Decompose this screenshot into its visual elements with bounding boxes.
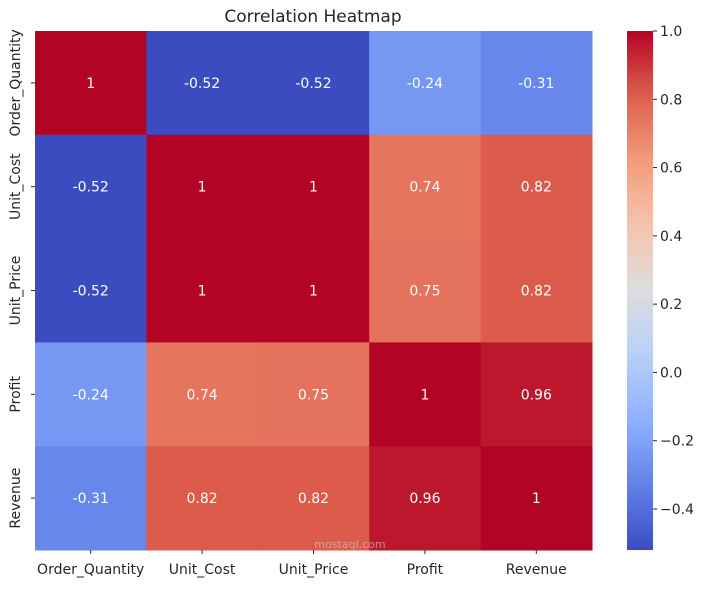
heatmap-cell xyxy=(480,134,593,240)
cell-annotation: -0.31 xyxy=(518,76,554,92)
heatmap-cell xyxy=(257,31,370,136)
colorbar-tick-label: 0.6 xyxy=(660,161,682,177)
heatmap-cell xyxy=(369,31,482,136)
colorbar-tick-label: 0.2 xyxy=(660,297,682,313)
cell-annotation: 0.96 xyxy=(521,387,552,403)
cell-annotation: 1 xyxy=(309,284,318,300)
heatmap-cell xyxy=(35,238,147,343)
cell-annotation: 0.82 xyxy=(187,491,218,507)
x-axis-ticks: Order_Quantity Unit_Cost Unit_Price Profit R… xyxy=(37,550,567,578)
heatmap-cell xyxy=(146,134,259,240)
watermark: mostaql.com xyxy=(314,538,385,551)
cell-annotation: 0.82 xyxy=(521,284,552,300)
cell-annotation: 0.75 xyxy=(409,284,440,300)
colorbar-tick-label: −0.2 xyxy=(660,434,694,450)
y-tick-label: Profit xyxy=(8,376,24,413)
cell-annotation: -0.52 xyxy=(184,76,220,92)
cell-annotation: 1 xyxy=(420,387,429,403)
colorbar-tick-label: 0.4 xyxy=(660,229,682,245)
cell-annotation: -0.52 xyxy=(295,76,331,92)
cell-annotation: 1 xyxy=(309,180,318,196)
cell-annotation: 1 xyxy=(86,76,95,92)
x-tick-label: Profit xyxy=(407,562,444,578)
cell-annotation: 0.74 xyxy=(409,180,440,196)
cell-annotation: -0.24 xyxy=(407,76,443,92)
colorbar-tick-label: −0.4 xyxy=(660,502,694,518)
cell-annotation: 0.82 xyxy=(521,180,552,196)
cell-annotation: -0.52 xyxy=(73,180,109,196)
chart-title: Correlation Heatmap xyxy=(224,7,401,27)
y-tick-label: Revenue xyxy=(8,468,24,529)
heatmap-cell xyxy=(35,446,147,551)
cell-annotation: 1 xyxy=(532,491,541,507)
cell-annotation: 1 xyxy=(198,180,207,196)
heatmap-cell xyxy=(35,134,147,240)
heatmap-cell xyxy=(146,31,259,136)
cell-annotation: 0.74 xyxy=(187,387,218,403)
heatmap-cell xyxy=(257,342,370,447)
heatmap-cell xyxy=(146,342,259,447)
y-tick-label: Unit_Cost xyxy=(8,153,24,220)
heatmap-cell xyxy=(369,446,482,551)
heatmap-cell xyxy=(146,238,259,343)
x-tick-label: Order_Quantity xyxy=(37,562,144,578)
colorbar-ticks: 1.0 0.8 0.6 0.4 0.2 0.0 −0.2 −0.4 xyxy=(653,24,694,518)
heatmap-cell xyxy=(146,446,259,551)
cell-annotation: 0.75 xyxy=(298,387,329,403)
heatmap-cell xyxy=(35,31,147,136)
cell-annotation: 0.96 xyxy=(409,491,440,507)
heatmap-cell xyxy=(369,238,482,343)
heatmap-cell xyxy=(257,446,370,551)
heatmap-cell xyxy=(480,238,593,343)
heatmap-cell xyxy=(369,342,482,447)
cell-annotation: 0.82 xyxy=(298,491,329,507)
heatmap-annotations: 1 -0.52 -0.52 -0.24 -0.31 -0.52 1 1 0.74 0.82 -0.5… xyxy=(73,76,555,507)
cell-annotation: 1 xyxy=(198,284,207,300)
colorbar-tick-label: 0.0 xyxy=(660,365,682,381)
heatmap-cells xyxy=(35,31,593,551)
heatmap-cell xyxy=(480,31,593,136)
colorbar-tick-label: 0.8 xyxy=(660,92,682,108)
x-tick-label: Revenue xyxy=(506,562,567,578)
cell-annotation: -0.31 xyxy=(73,491,109,507)
y-tick-label: Unit_Price xyxy=(8,256,24,326)
heatmap-cell xyxy=(369,134,482,240)
heatmap-cell xyxy=(480,446,593,551)
heatmap-cell xyxy=(35,342,147,447)
colorbar-tick-label: 1.0 xyxy=(660,24,682,40)
y-axis-ticks: Order_Quantity Unit_Cost Unit_Price Profit R… xyxy=(8,29,35,529)
y-tick-label: Order_Quantity xyxy=(8,29,24,136)
colorbar xyxy=(627,31,653,550)
cell-annotation: -0.52 xyxy=(73,284,109,300)
heatmap-cell xyxy=(480,342,593,447)
heatmap-cell xyxy=(257,238,370,343)
heatmap-cell xyxy=(257,134,370,240)
cell-annotation: -0.24 xyxy=(73,387,109,403)
x-tick-label: Unit_Cost xyxy=(169,562,236,578)
x-tick-label: Unit_Price xyxy=(279,562,349,578)
